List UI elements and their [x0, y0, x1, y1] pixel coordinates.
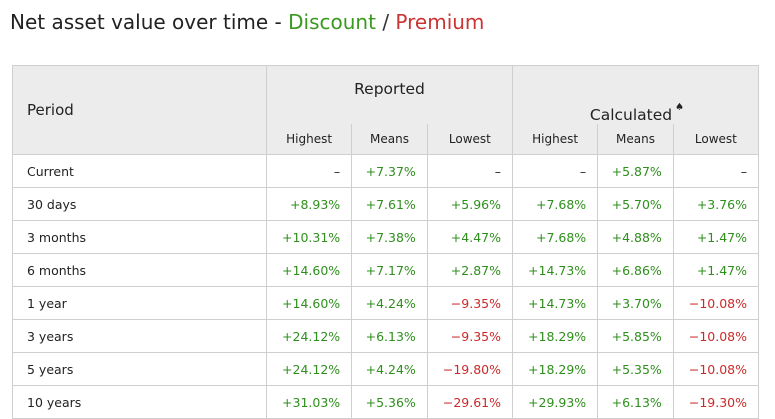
subheader-row: Highest Means Lowest Highest Means Lowest: [13, 124, 760, 155]
title-prefix: Net asset value over time -: [10, 10, 282, 34]
table-body: Current – +7.37% – – +5.87% –30 days +8.93% +7.6…: [12, 154, 760, 419]
value-cell: –: [511, 154, 599, 188]
table-row: Current – +7.37% – – +5.87% –: [12, 154, 760, 188]
value-cell: +8.93%: [265, 187, 353, 221]
calculated-header: Calculated ♠: [511, 65, 760, 124]
value-cell: +5.35%: [597, 352, 674, 386]
value-cell: −19.30%: [672, 385, 760, 419]
value-cell: +1.47%: [672, 253, 760, 287]
column-header-reported-lowest: Lowest: [426, 124, 513, 155]
table-row: 6 months +14.60% +7.17% +2.87% +14.73% +6.86%…: [12, 253, 760, 287]
value-cell: +7.68%: [511, 220, 599, 254]
value-cell: +5.36%: [351, 385, 428, 419]
value-cell: −10.08%: [672, 286, 760, 320]
period-cell: 6 months: [12, 253, 267, 287]
title-discount: Discount: [288, 10, 376, 34]
value-cell: +14.60%: [265, 253, 353, 287]
value-cell: +4.88%: [597, 220, 674, 254]
value-cell: +5.87%: [597, 154, 674, 188]
column-header-reported-highest: Highest: [265, 124, 353, 155]
value-cell: +3.70%: [597, 286, 674, 320]
table-row: 3 months +10.31% +7.38% +4.47% +7.68% +4.88% +…: [12, 220, 760, 254]
period-cell: 10 years: [12, 385, 267, 419]
table-row: 30 days +8.93% +7.61% +5.96% +7.68% +5.70% +3.…: [12, 187, 760, 221]
reported-header-label: Reported: [354, 80, 425, 98]
table-row: 10 years +31.03% +5.36% −29.61% +29.93% +6.13…: [12, 385, 760, 419]
value-cell: +7.68%: [511, 187, 599, 221]
value-cell: +5.85%: [597, 319, 674, 353]
value-cell: −10.08%: [672, 319, 760, 353]
period-cell: Current: [12, 154, 267, 188]
value-cell: –: [265, 154, 353, 188]
value-cell: +5.70%: [597, 187, 674, 221]
value-cell: +1.47%: [672, 220, 760, 254]
value-cell: −9.35%: [426, 319, 513, 353]
table-row: 5 years +24.12% +4.24% −19.80% +18.29% +5.35%…: [12, 352, 760, 386]
value-cell: +14.60%: [265, 286, 353, 320]
value-cell: −29.61%: [426, 385, 513, 419]
value-cell: +10.31%: [265, 220, 353, 254]
table-row: 3 years +24.12% +6.13% −9.35% +18.29% +5.85% −…: [12, 319, 760, 353]
column-header-calculated-lowest: Lowest: [672, 124, 760, 155]
nav-table: Period Reported Calculated ♠ Highest Means…: [12, 65, 760, 419]
value-cell: +18.29%: [511, 319, 599, 353]
title-premium: Premium: [395, 10, 485, 34]
value-cell: +14.73%: [511, 253, 599, 287]
value-cell: +7.61%: [351, 187, 428, 221]
value-cell: +5.96%: [426, 187, 513, 221]
value-cell: +7.38%: [351, 220, 428, 254]
value-cell: +7.37%: [351, 154, 428, 188]
table-row: 1 year +14.60% +4.24% −9.35% +14.73% +3.70% −1…: [12, 286, 760, 320]
period-header: Period: [12, 65, 267, 155]
page-title: Net asset value over time - Discount / P…: [10, 10, 484, 34]
value-cell: +24.12%: [265, 352, 353, 386]
period-cell: 30 days: [12, 187, 267, 221]
spade-icon[interactable]: ♠: [675, 102, 685, 113]
reported-header: Reported: [266, 65, 513, 124]
calculated-header-label: Calculated: [589, 106, 673, 124]
value-cell: −19.80%: [426, 352, 513, 386]
value-cell: +3.76%: [672, 187, 760, 221]
value-cell: +18.29%: [511, 352, 599, 386]
period-cell: 3 years: [12, 319, 267, 353]
column-header-calculated-highest: Highest: [511, 124, 599, 155]
value-cell: +6.86%: [597, 253, 674, 287]
column-header-reported-means: Means: [351, 124, 428, 155]
value-cell: +29.93%: [511, 385, 599, 419]
value-cell: +6.13%: [597, 385, 674, 419]
value-cell: –: [672, 154, 760, 188]
value-cell: +31.03%: [265, 385, 353, 419]
value-cell: +24.12%: [265, 319, 353, 353]
value-cell: +7.17%: [351, 253, 428, 287]
value-cell: −10.08%: [672, 352, 760, 386]
column-header-calculated-means: Means: [597, 124, 674, 155]
value-cell: –: [426, 154, 513, 188]
value-cell: +4.24%: [351, 352, 428, 386]
period-cell: 3 months: [12, 220, 267, 254]
period-cell: 1 year: [12, 286, 267, 320]
value-cell: +14.73%: [511, 286, 599, 320]
title-separator: /: [382, 10, 390, 34]
period-cell: 5 years: [12, 352, 267, 386]
value-cell: +6.13%: [351, 319, 428, 353]
value-cell: −9.35%: [426, 286, 513, 320]
value-cell: +2.87%: [426, 253, 513, 287]
value-cell: +4.47%: [426, 220, 513, 254]
value-cell: +4.24%: [351, 286, 428, 320]
